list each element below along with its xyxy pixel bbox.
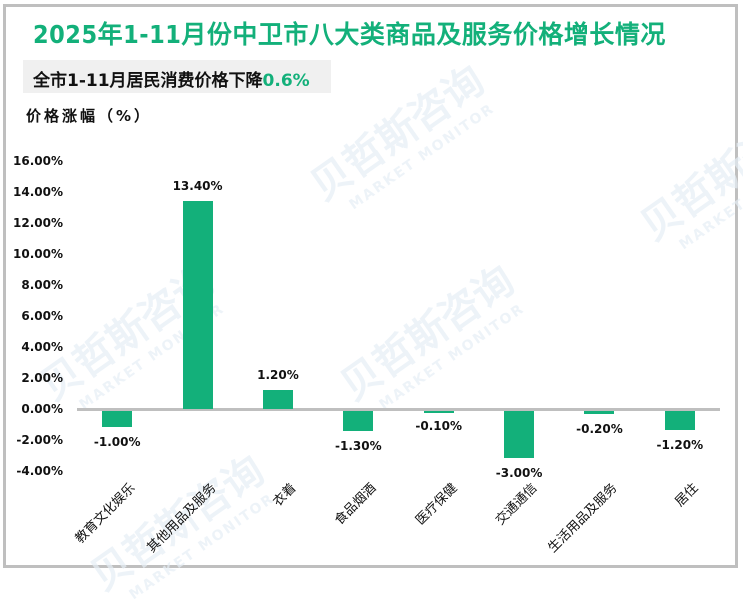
y-tick-label: 16.00% [13, 154, 63, 168]
chart-frame [3, 4, 738, 568]
bar [102, 411, 133, 427]
y-tick-label: 10.00% [13, 247, 63, 261]
y-tick-label: 8.00% [21, 278, 63, 292]
y-tick-label: 2.00% [21, 371, 63, 385]
data-label: -1.30% [335, 439, 382, 454]
data-label: 1.20% [257, 368, 299, 383]
subtitle-text: 全市1-11月居民消费价格下降0.6% [33, 66, 310, 91]
bar [584, 411, 615, 415]
bar [182, 201, 213, 409]
y-tick-label: 4.00% [21, 340, 63, 354]
subtitle-box: 全市1-11月居民消费价格下降0.6% [23, 60, 331, 93]
data-label: -3.00% [495, 465, 543, 480]
y-tick-label: 0.00% [21, 402, 63, 416]
data-label: -0.10% [415, 419, 462, 433]
bar [262, 390, 293, 409]
bar [423, 411, 454, 413]
data-label: -0.20% [576, 422, 623, 437]
y-tick-label: 6.00% [21, 309, 63, 323]
zero-axis-line [77, 408, 720, 411]
subtitle-main: 全市1-11月居民消费价格下降 [33, 71, 263, 91]
data-label: -1.20% [656, 437, 704, 452]
y-tick-label: -2.00% [16, 433, 63, 447]
chart-title: 2025年1-11月份中卫市八大类商品及服务价格增长情况 [33, 20, 666, 49]
y-tick-label: -4.00% [16, 464, 63, 478]
bar [504, 411, 535, 458]
data-label: -1.00% [93, 434, 141, 449]
y-axis-label: 价格涨幅（%） [26, 107, 153, 125]
y-tick-label: 12.00% [13, 216, 63, 230]
data-label: 13.40% [172, 179, 223, 194]
bar [343, 411, 374, 432]
subtitle-highlight: 0.6% [262, 71, 310, 91]
y-tick-label: 14.00% [13, 185, 63, 199]
bar [664, 411, 695, 430]
